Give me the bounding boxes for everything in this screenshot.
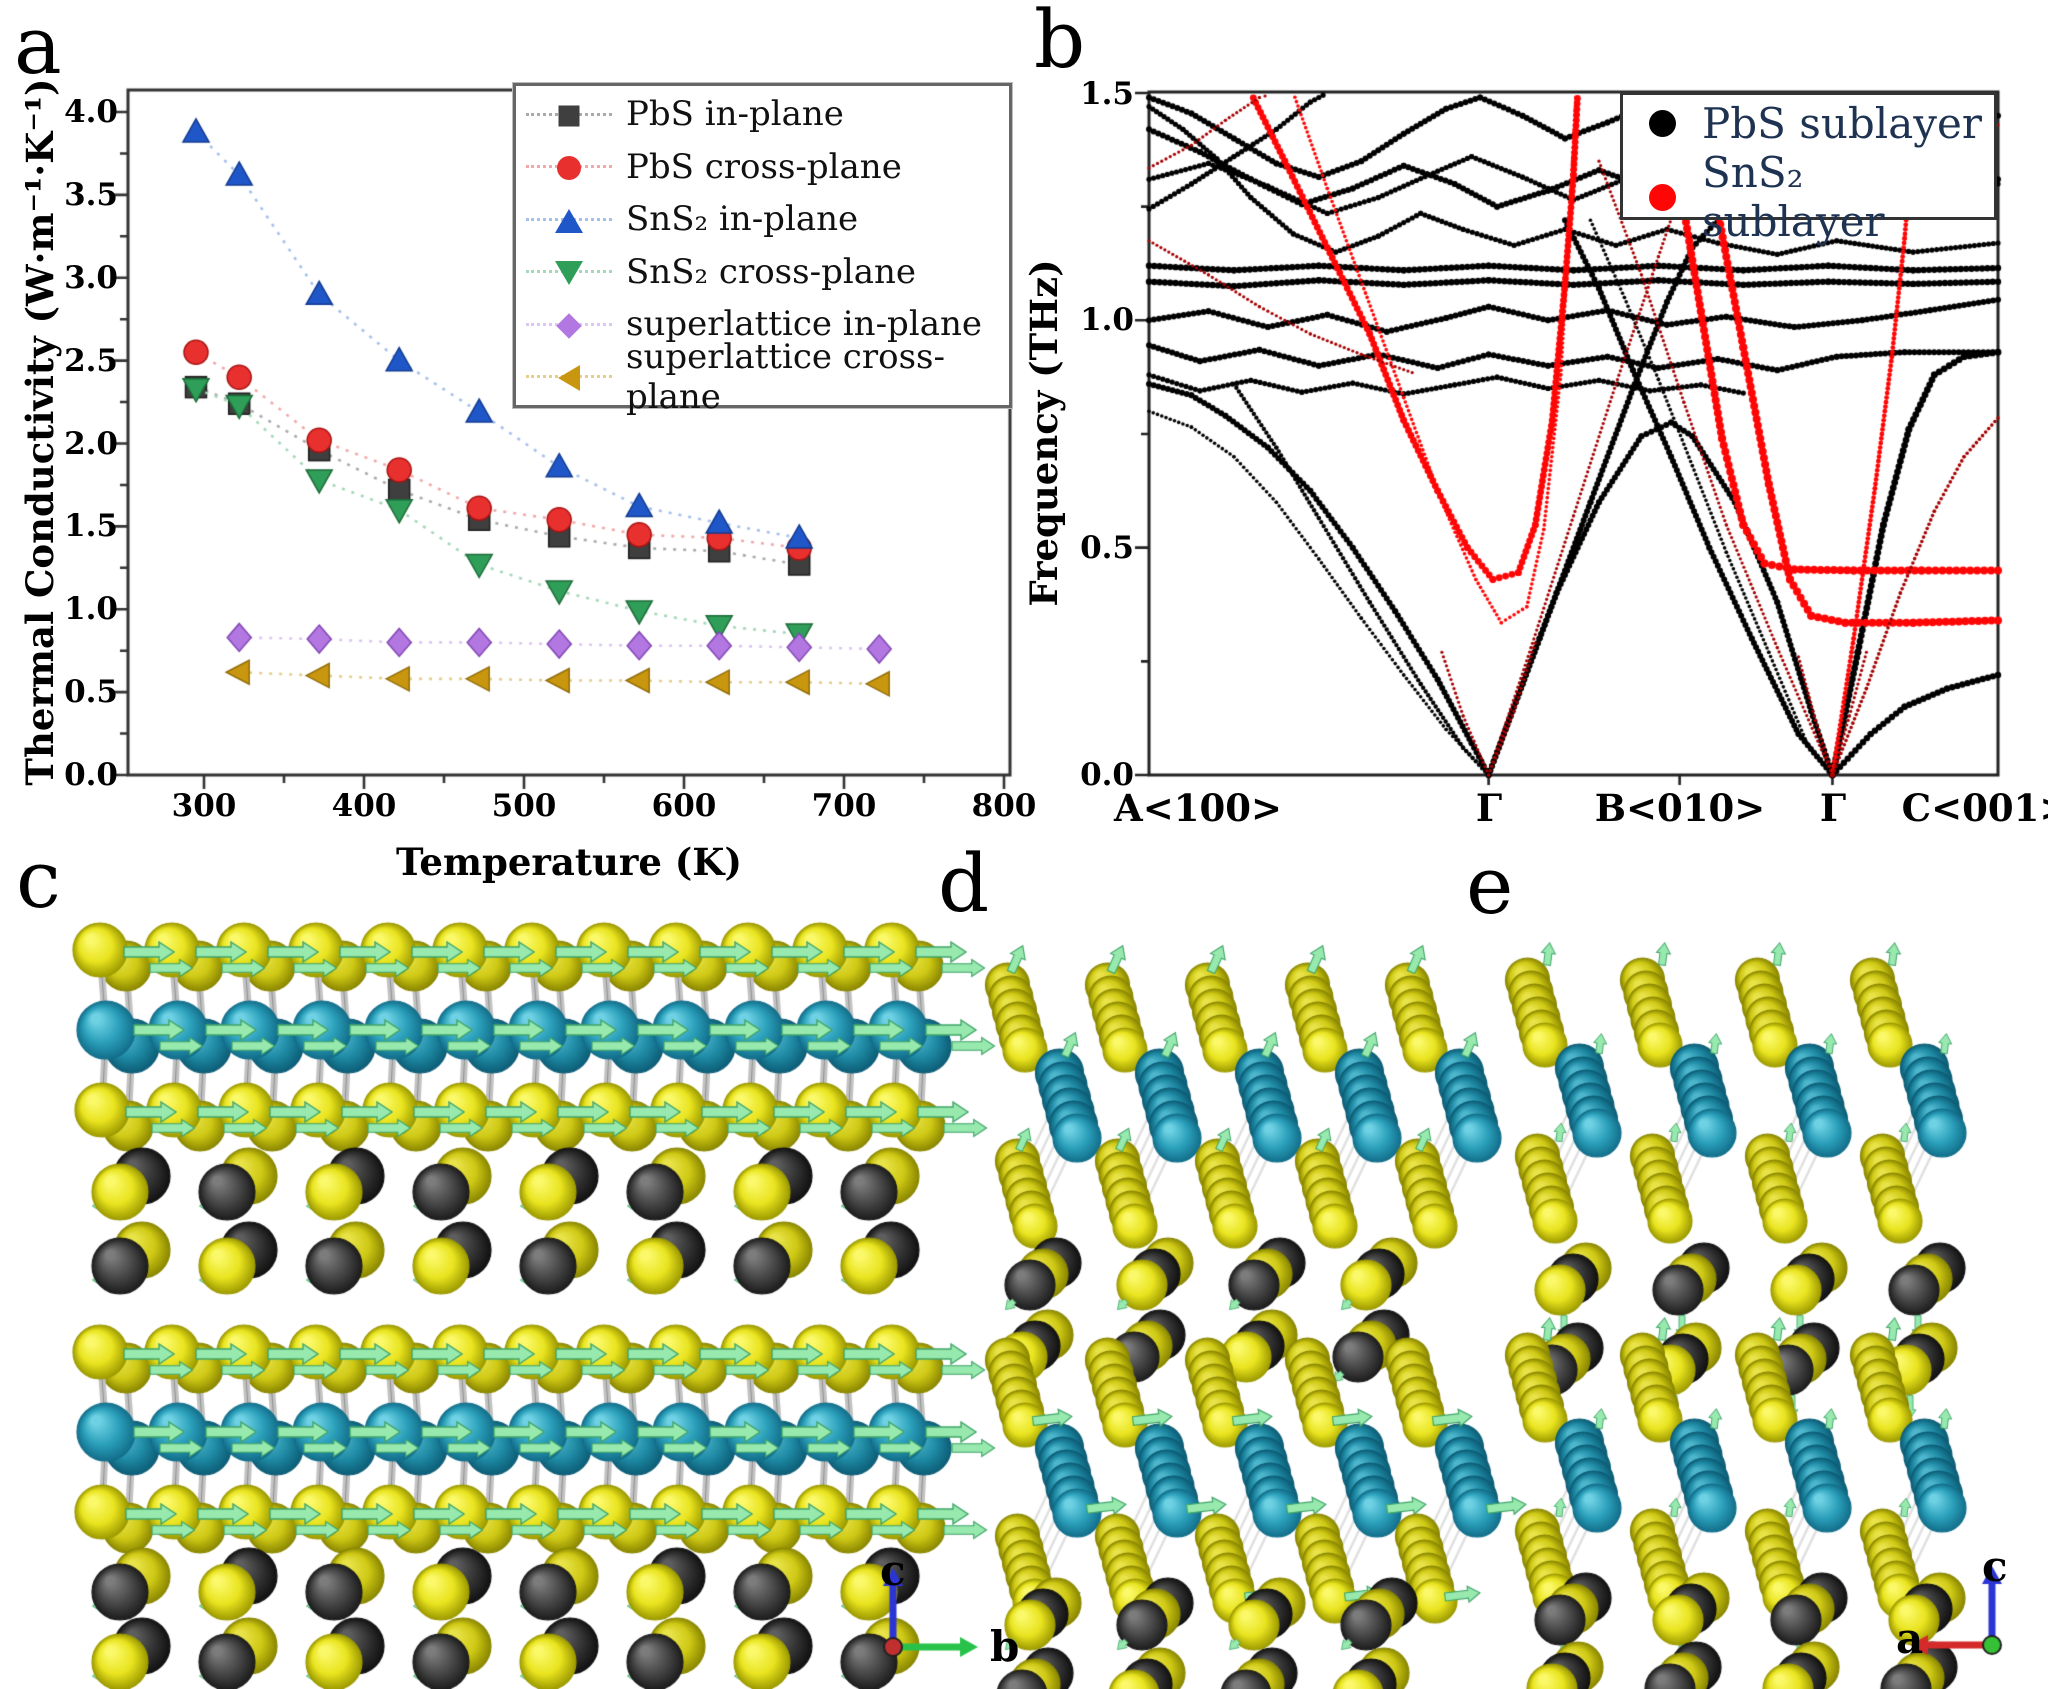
legend-line-sample bbox=[526, 208, 612, 233]
panel-a-legend: PbS in-plane PbS cross-plane SnS₂ in-plane… bbox=[513, 83, 1012, 417]
diamond-marker-icon bbox=[556, 313, 582, 339]
triangle-up-marker-icon bbox=[555, 208, 583, 233]
panel-label-c: c bbox=[16, 833, 61, 926]
legend-row: PbS in-plane bbox=[526, 89, 1009, 139]
tick-label: 400 bbox=[331, 788, 397, 824]
tick-label: 3.0 bbox=[64, 259, 118, 296]
legend-label: PbS cross-plane bbox=[626, 146, 902, 187]
tick-label: 2.5 bbox=[64, 342, 118, 379]
triangle-left-marker-icon bbox=[558, 365, 580, 392]
square-marker-icon bbox=[558, 105, 580, 127]
tick-label: 0.0 bbox=[64, 757, 118, 793]
legend-label: SnS₂ cross-plane bbox=[626, 251, 916, 292]
panel-label-d: d bbox=[938, 837, 990, 930]
tick-label: 4.0 bbox=[64, 94, 118, 130]
triangle-down-marker-icon bbox=[555, 261, 583, 286]
panel-b-legend: PbS sublayer SnS₂ sublayer bbox=[1620, 92, 1997, 246]
panel-e-axis-up-label: c bbox=[1982, 1542, 2008, 1591]
tick-label: 3.5 bbox=[64, 176, 118, 213]
tick-label: 1.0 bbox=[1080, 302, 1134, 339]
legend-line-sample bbox=[526, 313, 612, 339]
panel-b-y-axis-title: Frequency (THz) bbox=[1022, 259, 1066, 607]
panel-label-e: e bbox=[1466, 839, 1514, 932]
tick-label: 1.5 bbox=[1080, 76, 1134, 112]
tick-label: 0.0 bbox=[1080, 757, 1134, 793]
legend-row: PbS cross-plane bbox=[526, 142, 1009, 192]
panel-c-axis-up-label: c bbox=[880, 1546, 906, 1595]
legend-line-sample bbox=[526, 156, 612, 181]
kpoint-label-C001: C<001> bbox=[1901, 786, 2048, 830]
panel-label-a: a bbox=[14, 0, 62, 92]
panel-e-axis-left-label: a bbox=[1896, 1614, 1924, 1663]
panel-c-axis-right-label: b bbox=[990, 1622, 1020, 1671]
panel-a-y-axis-title: Thermal Conductivity (W·m⁻¹·K⁻¹) bbox=[18, 78, 62, 786]
panel-a-x-axis-title: Temperature (K) bbox=[396, 840, 742, 884]
legend-line-sample bbox=[526, 261, 612, 286]
panel-label-b: b bbox=[1034, 0, 1086, 86]
legend-row: SnS₂ sublayer bbox=[1649, 148, 1994, 246]
legend-row: SnS₂ in-plane bbox=[526, 194, 1009, 244]
tick-label: 1.0 bbox=[64, 591, 118, 628]
tick-label: 1.5 bbox=[64, 508, 118, 545]
legend-row: SnS₂ cross-plane bbox=[526, 247, 1009, 297]
kpoint-label-A100: A<100> bbox=[1114, 786, 1282, 830]
legend-label: SnS₂ in-plane bbox=[626, 199, 859, 240]
tick-label: 700 bbox=[811, 788, 877, 824]
tick-label: 800 bbox=[971, 788, 1037, 824]
tick-label: 2.0 bbox=[64, 425, 118, 462]
circle-marker-icon bbox=[1649, 183, 1676, 211]
legend-label: superlattice cross-plane bbox=[626, 336, 945, 417]
legend-label: superlattice in-plane bbox=[626, 304, 982, 345]
kpoint-label-B010: B<010> bbox=[1594, 786, 1766, 830]
legend-row: superlattice cross-plane bbox=[526, 337, 1009, 417]
kpoint-label-gamma2: Γ bbox=[1819, 786, 1847, 830]
legend-row: superlattice in-plane bbox=[526, 299, 1009, 349]
circle-marker-icon bbox=[557, 156, 581, 181]
legend-label: SnS₂ sublayer bbox=[1702, 148, 1885, 246]
tick-label: 600 bbox=[651, 788, 717, 824]
legend-label: PbS in-plane bbox=[626, 94, 844, 135]
tick-label: 300 bbox=[171, 788, 237, 824]
tick-label: 0.5 bbox=[1080, 529, 1134, 566]
legend-line-sample bbox=[526, 105, 612, 127]
tick-label: 0.5 bbox=[64, 674, 118, 711]
kpoint-label-gamma1: Γ bbox=[1475, 786, 1503, 830]
legend-label: PbS sublayer bbox=[1702, 99, 1982, 148]
circle-marker-icon bbox=[1649, 110, 1676, 137]
legend-row: PbS sublayer bbox=[1649, 99, 1994, 148]
tick-label: 500 bbox=[491, 788, 557, 824]
legend-line-sample bbox=[526, 365, 612, 392]
